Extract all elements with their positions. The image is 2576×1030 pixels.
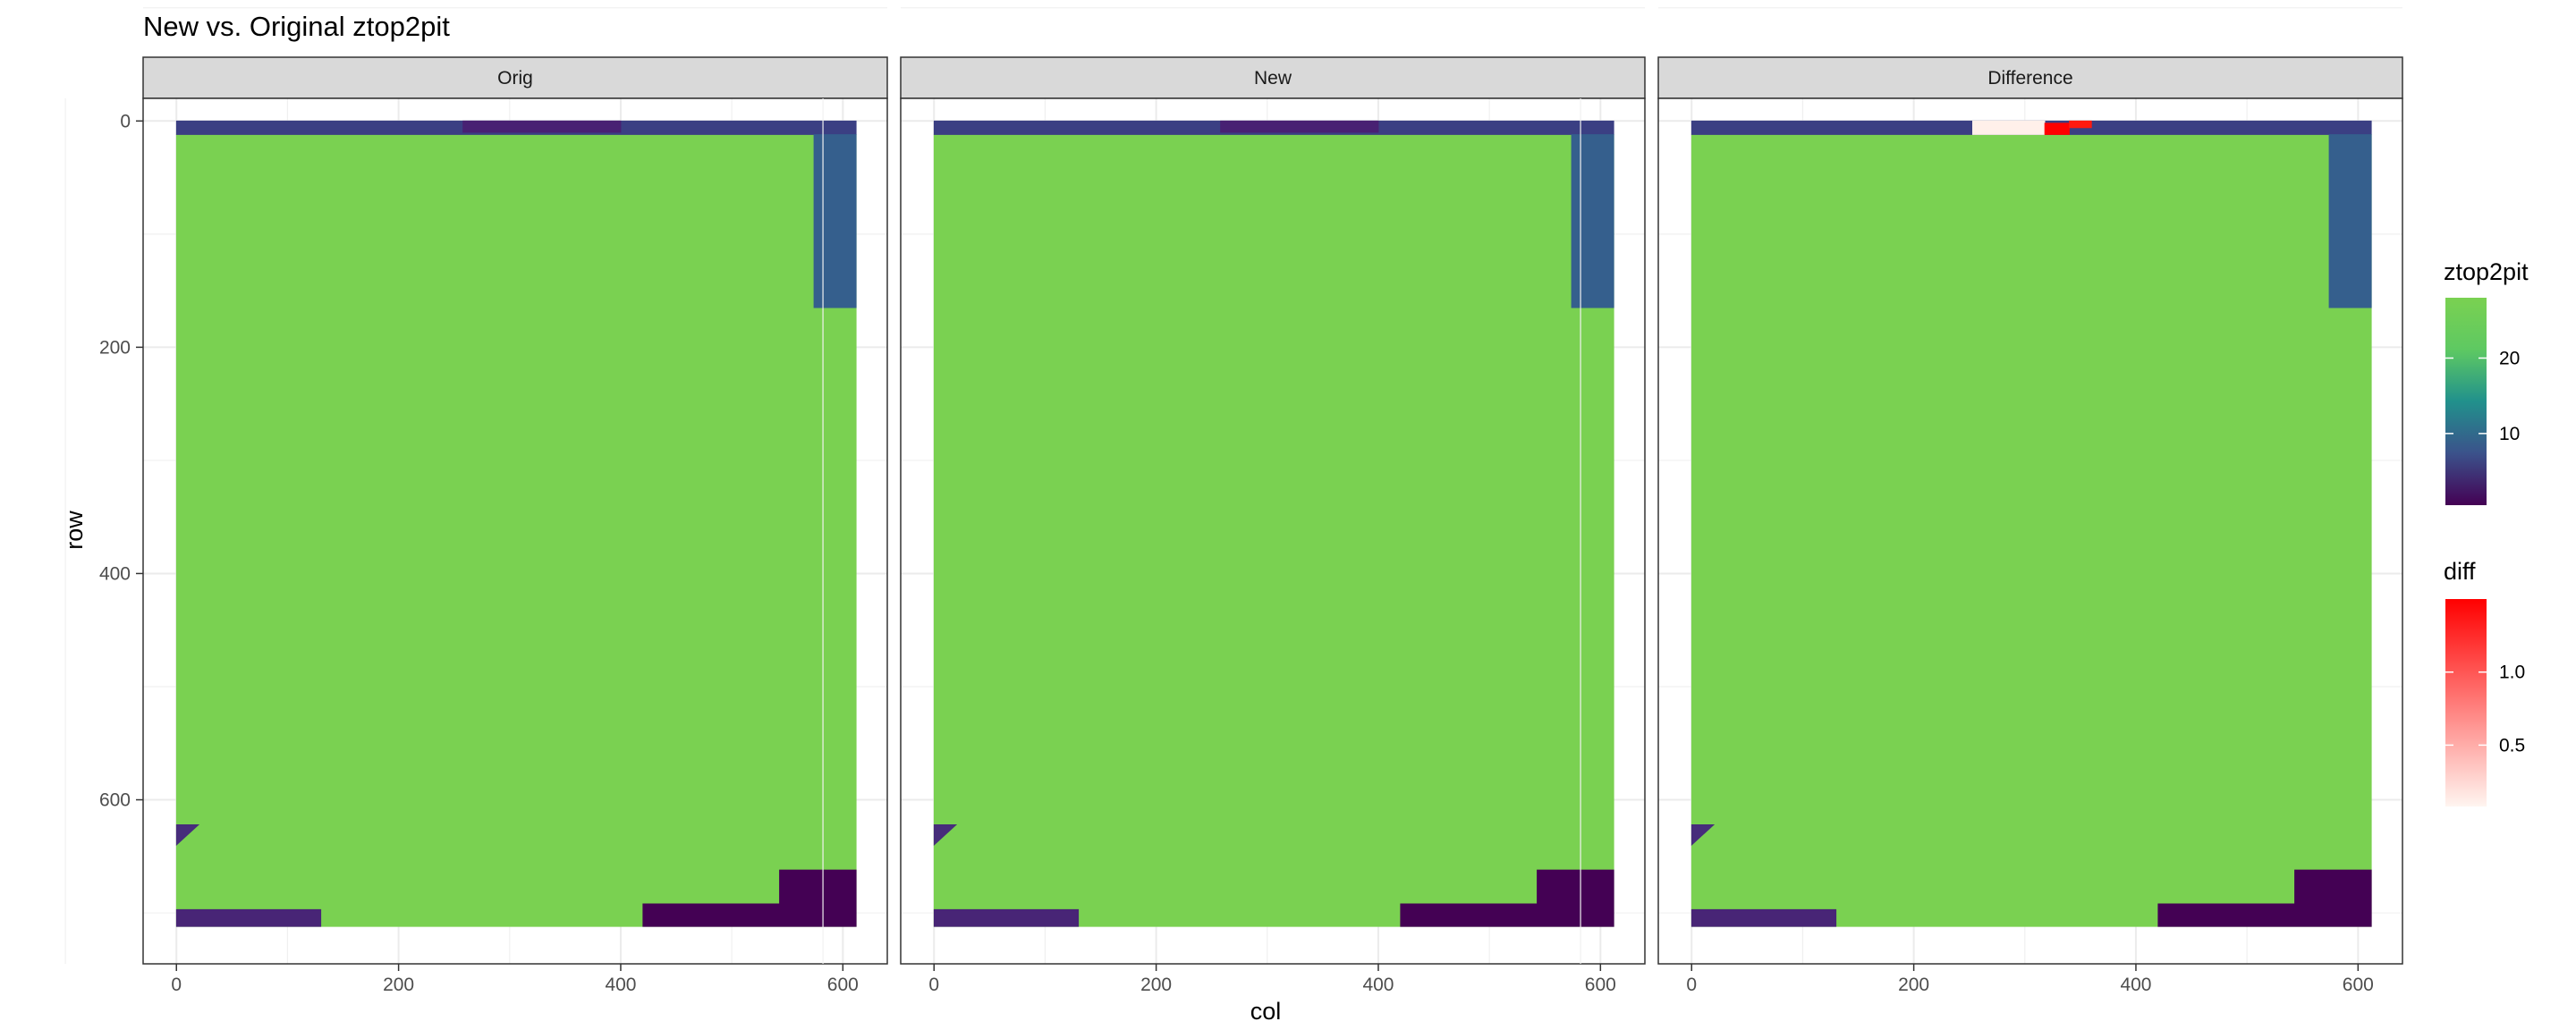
raster-region-top-band-dark	[1220, 120, 1379, 133]
x-tick-label: 200	[383, 975, 414, 995]
raster-region-bottom-right	[642, 869, 857, 927]
facet-panel-new: New 0 200 400 600	[822, 7, 1646, 995]
legend-label: 20	[2499, 348, 2520, 368]
legend-colorbar	[2445, 298, 2487, 505]
raster-region-bottom-left-2	[933, 824, 958, 847]
facet-panel-orig: Orig 0 200 400 600 0 200 400 600	[64, 7, 888, 995]
raster-region-interior	[933, 124, 1614, 927]
y-axis-title: row	[61, 511, 88, 550]
raster-region-bottom-left-1	[1690, 908, 1837, 927]
legends: ztop2pit 20 10 diff 1.0 0.5	[2444, 258, 2529, 806]
raster-regions	[933, 120, 1614, 927]
raster-region-interior	[175, 124, 857, 927]
raster-region-diff-low	[1971, 120, 2046, 135]
legend-colorbar	[2445, 599, 2487, 806]
panel-border	[1657, 97, 2403, 965]
raster-region-bottom-left-2	[1690, 824, 1716, 847]
raster-region-bottom-left-2	[175, 824, 200, 847]
y-tick-label: 600	[99, 790, 131, 811]
panel-border	[142, 97, 888, 965]
x-tick-label: 0	[1686, 975, 1697, 995]
legend-title: ztop2pit	[2444, 258, 2529, 285]
x-tick-label: 400	[1362, 975, 1394, 995]
y-tick-label: 0	[120, 111, 131, 131]
raster-regions	[175, 120, 857, 927]
facet-strip-label: New	[1254, 68, 1292, 89]
x-tick-label: 600	[2343, 975, 2374, 995]
legend-title: diff	[2444, 558, 2476, 585]
x-tick-label: 0	[928, 975, 939, 995]
legend-label: 10	[2499, 424, 2520, 444]
facet-strip-label: Orig	[497, 68, 533, 89]
facet-strip-label: Difference	[1987, 68, 2072, 89]
y-tick-label: 200	[99, 337, 131, 358]
x-tick-label: 400	[605, 975, 636, 995]
raster-region-diff-high-1	[2044, 122, 2070, 135]
x-axis-title: col	[1250, 998, 1282, 1025]
facet-strip	[142, 56, 888, 99]
raster-region-bottom-right	[1400, 869, 1614, 927]
raster-region-bottom-left-1	[933, 908, 1080, 927]
x-tick-label: 200	[1898, 975, 1929, 995]
legend-label: 0.5	[2499, 735, 2525, 756]
raster-region-right-strip	[2328, 134, 2372, 308]
raster-region-interior	[1690, 124, 2372, 927]
raster-region-bottom-left-1	[175, 908, 322, 927]
x-tick-label: 400	[2120, 975, 2151, 995]
legend-ztop2pit: ztop2pit 20 10	[2444, 258, 2529, 505]
chart-title: New vs. Original ztop2pit	[143, 11, 450, 42]
legend-label: 1.0	[2499, 663, 2525, 683]
facet-strip	[900, 56, 1646, 99]
raster-region-diff-high-2	[2069, 120, 2092, 129]
legend-diff: diff 1.0 0.5	[2444, 558, 2525, 806]
x-tick-label: 200	[1140, 975, 1172, 995]
raster-region-right-strip	[813, 134, 857, 308]
raster-region-right-strip	[1571, 134, 1614, 308]
x-tick-label: 600	[1585, 975, 1616, 995]
facet-panel-difference: Difference 0 200 400 600	[1580, 7, 2403, 995]
raster-regions	[1690, 120, 2372, 927]
panel-border	[900, 97, 1646, 965]
raster-region-top-band-dark	[462, 120, 622, 133]
x-tick-label: 0	[171, 975, 182, 995]
facet-strip	[1657, 56, 2403, 99]
x-tick-label: 600	[827, 975, 859, 995]
y-tick-label: 400	[99, 563, 131, 584]
raster-region-bottom-right	[2157, 869, 2372, 927]
